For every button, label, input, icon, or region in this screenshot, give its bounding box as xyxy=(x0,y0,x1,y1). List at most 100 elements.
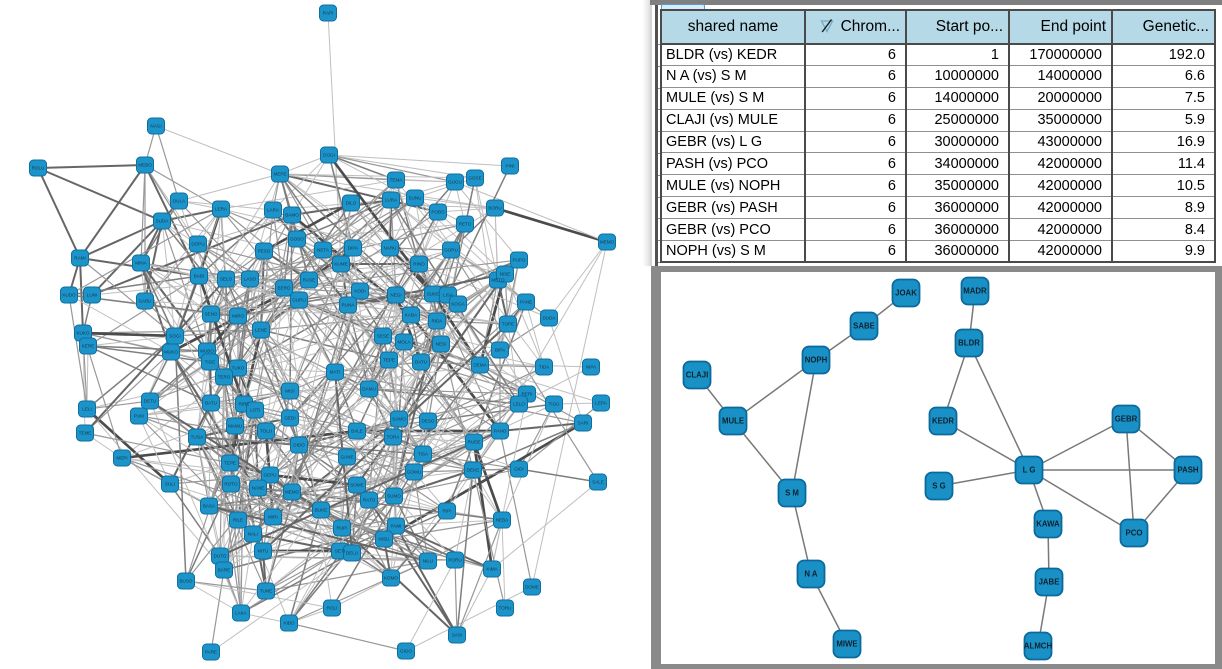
svg-text:DELU: DELU xyxy=(346,551,358,556)
svg-text:DEKE: DEKE xyxy=(467,468,480,473)
svg-text:RASE: RASE xyxy=(303,278,316,283)
svg-text:DIPA: DIPA xyxy=(348,246,359,251)
svg-text:S G: S G xyxy=(932,482,945,491)
svg-text:LURA: LURA xyxy=(385,198,398,203)
svg-text:GOMU: GOMU xyxy=(407,470,421,475)
svg-text:TIDA: TIDA xyxy=(539,365,550,370)
svg-text:TISA: TISA xyxy=(418,452,429,457)
svg-text:ROLI: ROLI xyxy=(327,606,338,611)
svg-text:GABU: GABU xyxy=(138,299,151,304)
svg-text:GEPU: GEPU xyxy=(263,473,276,478)
svg-text:RIDA: RIDA xyxy=(432,319,444,324)
svg-text:RILE: RILE xyxy=(233,518,243,523)
svg-text:SULI: SULI xyxy=(165,482,175,487)
svg-text:ROLU: ROLU xyxy=(32,166,45,171)
svg-text:JABE: JABE xyxy=(1039,578,1060,587)
svg-text:NOPH: NOPH xyxy=(805,356,828,365)
svg-text:GOSO: GOSO xyxy=(290,237,304,242)
svg-text:TUNE: TUNE xyxy=(260,589,273,594)
svg-text:NEBA: NEBA xyxy=(496,518,509,523)
svg-text:DAMU: DAMU xyxy=(362,387,376,392)
svg-text:GEBR: GEBR xyxy=(1115,415,1138,424)
svg-text:MULE: MULE xyxy=(722,417,744,426)
svg-text:JOAK: JOAK xyxy=(895,289,917,298)
svg-text:BALE: BALE xyxy=(351,429,363,434)
svg-text:MIRI: MIRI xyxy=(268,515,278,520)
svg-text:NISE: NISE xyxy=(500,272,511,277)
svg-text:SAMO: SAMO xyxy=(392,417,406,422)
svg-text:RIRE: RIRE xyxy=(239,402,250,407)
svg-text:KOGA: KOGA xyxy=(451,302,465,307)
svg-text:MOLA: MOLA xyxy=(397,340,411,345)
svg-text:GIDI: GIDI xyxy=(514,467,523,472)
svg-text:KIMA: KIMA xyxy=(486,567,498,572)
svg-text:GANE: GANE xyxy=(340,455,353,460)
svg-text:KUDO: KUDO xyxy=(62,293,76,298)
svg-text:LERA: LERA xyxy=(215,207,228,212)
svg-text:NARU: NARU xyxy=(383,246,396,251)
svg-text:LOTI: LOTI xyxy=(250,408,260,413)
svg-text:RETO: RETO xyxy=(459,222,472,227)
svg-text:NETA: NETA xyxy=(317,248,330,253)
svg-text:BUSO: BUSO xyxy=(179,579,192,584)
svg-text:BARE: BARE xyxy=(218,568,231,573)
svg-text:N A: N A xyxy=(804,570,818,579)
svg-text:TORA: TORA xyxy=(387,435,401,440)
svg-text:MEMO: MEMO xyxy=(600,240,615,245)
svg-text:SUDA: SUDA xyxy=(156,219,170,224)
svg-text:GEDI: GEDI xyxy=(284,416,295,421)
svg-text:NISU: NISU xyxy=(379,537,390,542)
svg-text:SABE: SABE xyxy=(853,322,875,331)
svg-text:MADR: MADR xyxy=(963,287,987,296)
svg-text:GIGO: GIGO xyxy=(400,649,412,654)
svg-text:GUGU: GUGU xyxy=(448,180,462,185)
svg-text:RAPI: RAPI xyxy=(323,11,334,16)
svg-text:TIGE: TIGE xyxy=(205,360,216,365)
svg-text:KAWA: KAWA xyxy=(1036,520,1060,529)
svg-text:PINI: PINI xyxy=(506,164,515,169)
svg-text:BORU: BORU xyxy=(488,206,501,211)
svg-text:KODI: KODI xyxy=(354,289,365,294)
svg-text:DUTO: DUTO xyxy=(214,554,227,559)
svg-text:MISI: MISI xyxy=(285,389,294,394)
svg-text:LARA: LARA xyxy=(267,208,280,213)
svg-text:TOLU: TOLU xyxy=(260,429,272,434)
svg-text:RUPI: RUPI xyxy=(337,526,348,531)
svg-text:RINO: RINO xyxy=(413,262,425,267)
svg-text:DULA: DULA xyxy=(173,199,186,204)
svg-text:DEMA: DEMA xyxy=(473,363,487,368)
svg-text:KUME: KUME xyxy=(334,262,347,267)
svg-text:MEMO: MEMO xyxy=(285,490,300,495)
svg-text:POBO: POBO xyxy=(431,210,445,215)
svg-text:PORU: PORU xyxy=(448,558,461,563)
svg-text:RATO: RATO xyxy=(363,498,376,503)
svg-text:DIDO: DIDO xyxy=(293,443,305,448)
svg-text:PANO: PANO xyxy=(494,429,507,434)
svg-text:SUMO: SUMO xyxy=(387,494,401,499)
svg-text:GURU: GURU xyxy=(292,298,306,303)
svg-text:BAMO: BAMO xyxy=(285,213,299,218)
svg-text:SUNU: SUNU xyxy=(408,196,421,201)
svg-text:MEPE: MEPE xyxy=(273,172,286,177)
svg-text:LELI: LELI xyxy=(82,407,91,412)
svg-text:MUKO: MUKO xyxy=(164,350,178,355)
svg-text:KERE: KERE xyxy=(82,344,95,349)
svg-text:DOPU: DOPU xyxy=(191,242,204,247)
svg-text:METO: METO xyxy=(491,278,505,283)
svg-text:SOME: SOME xyxy=(350,483,364,488)
svg-text:BASA: BASA xyxy=(203,504,216,509)
svg-text:KEDR: KEDR xyxy=(932,417,954,426)
svg-text:MIRO: MIRO xyxy=(232,314,244,319)
svg-text:TORU: TORU xyxy=(499,606,512,611)
svg-text:NANE: NANE xyxy=(252,486,265,491)
svg-text:MEBO: MEBO xyxy=(138,163,152,168)
svg-text:TEMA: TEMA xyxy=(390,178,404,183)
svg-text:BATU: BATU xyxy=(205,401,217,406)
svg-text:SARI: SARI xyxy=(578,421,589,426)
svg-text:RAMI: RAMI xyxy=(74,256,85,261)
svg-text:PAMI: PAMI xyxy=(391,524,402,529)
svg-text:TOPE: TOPE xyxy=(502,322,514,327)
svg-text:PUKI: PUKI xyxy=(134,414,145,419)
svg-text:GORU: GORU xyxy=(444,248,458,253)
svg-text:L G: L G xyxy=(1023,466,1036,475)
